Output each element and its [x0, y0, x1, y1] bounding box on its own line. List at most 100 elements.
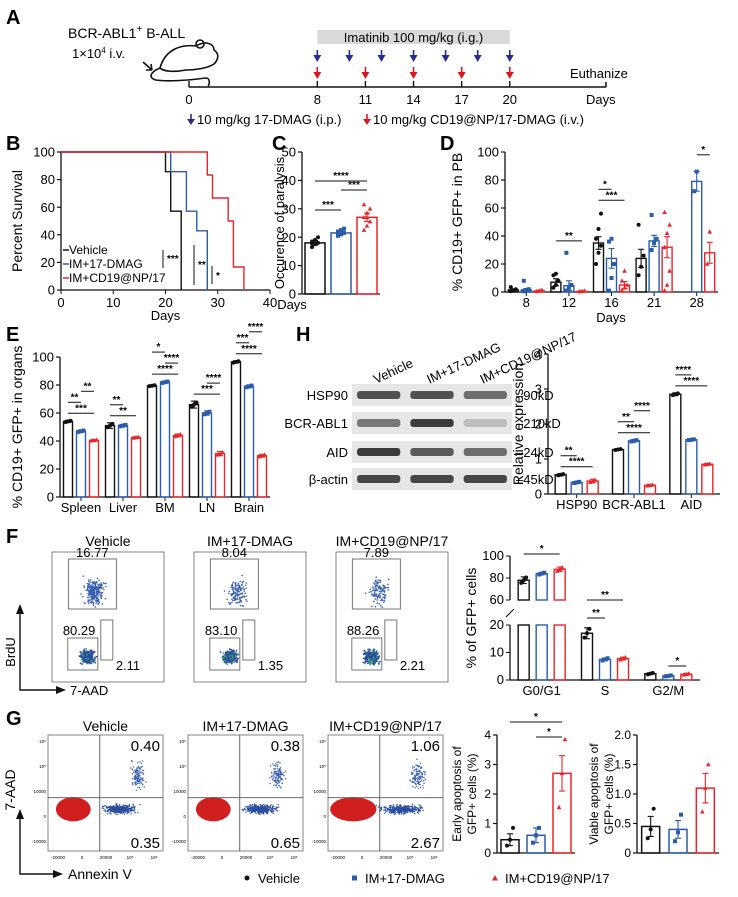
- g-flow-point: [279, 780, 281, 782]
- g-flow-point: [414, 787, 417, 789]
- f-flow-point: [219, 651, 222, 653]
- g-flow-point: [134, 778, 137, 781]
- g-flow-point: [114, 805, 116, 807]
- D-x-tick-label: 28: [689, 295, 703, 310]
- f-flow-point: [230, 586, 232, 589]
- E-bar: [159, 381, 171, 498]
- blot-protein-label: BCR-ABL1: [284, 416, 348, 431]
- g-flow-point: [260, 805, 262, 807]
- g-y-tick-label: 10⁵: [39, 764, 46, 769]
- g-flow-point: [396, 809, 399, 811]
- f-flow-point: [386, 586, 388, 589]
- g-flow-point: [415, 774, 417, 776]
- f-flow-point: [97, 600, 99, 602]
- g-flow-point: [419, 809, 421, 811]
- f-flow-point: [87, 661, 90, 664]
- f-flow-point: [226, 598, 228, 601]
- b-x-tick-label: 30: [211, 295, 225, 310]
- E-data-point: [202, 412, 207, 417]
- f-flow-point: [364, 651, 366, 653]
- f-flow-point: [233, 655, 235, 658]
- f-significance-label: *: [540, 544, 544, 555]
- panel-label-b: B: [6, 133, 20, 155]
- H-x-tick-label: AID: [680, 497, 702, 512]
- f-flow-point: [232, 581, 234, 584]
- f-flow-point: [83, 659, 85, 662]
- f-flow-point: [375, 579, 377, 581]
- g-flow-point: [415, 806, 417, 809]
- g-flow-point: [251, 804, 254, 806]
- f-flow-point: [372, 582, 375, 584]
- f-flow-point: [87, 651, 90, 654]
- f-flow-point: [374, 656, 376, 659]
- E-significance-label: ***: [237, 333, 249, 344]
- g-flow-point: [279, 762, 281, 764]
- f-flow-point: [379, 660, 381, 663]
- f-flow-point: [365, 652, 367, 655]
- f-flow-point: [382, 596, 384, 599]
- g-flow-point: [136, 780, 138, 782]
- G-viable-data-point: [648, 827, 653, 832]
- H-bar: [685, 439, 698, 495]
- d-x-axis-title: Days: [596, 310, 626, 325]
- f-flow-point: [231, 598, 233, 601]
- f-flow-point: [92, 602, 95, 605]
- f-flow-point: [373, 583, 376, 585]
- f-flow-point: [237, 590, 240, 592]
- E-data-point: [152, 383, 157, 388]
- g-flow-point: [255, 804, 257, 806]
- panel-label-f: F: [6, 526, 18, 548]
- timeline-tick-label: 20: [503, 92, 517, 107]
- E-bar: [256, 455, 268, 498]
- f-flow-point: [240, 589, 242, 592]
- g-flow-point: [131, 768, 134, 770]
- b-x-tick-label: 20: [158, 295, 172, 310]
- f-flow-point: [379, 581, 382, 584]
- blot-band: [463, 475, 507, 483]
- g-flow-point: [139, 804, 141, 806]
- f-flow-point: [370, 590, 372, 593]
- f-flow-point: [87, 654, 90, 657]
- g-flow-point: [139, 783, 141, 785]
- C-data-point: [364, 214, 370, 220]
- g-flow-point: [406, 809, 409, 812]
- D-data-point: [609, 236, 614, 241]
- f-flow-point: [240, 597, 242, 599]
- g-flow-point: [413, 781, 415, 784]
- arrow-head: [409, 72, 418, 79]
- g-flow-point: [242, 810, 244, 812]
- E-bar: [172, 434, 184, 498]
- g-flow-point: [141, 766, 143, 768]
- g-flow-point: [409, 806, 411, 808]
- D-data-point: [566, 285, 571, 290]
- timeline-tick-label: 11: [359, 92, 373, 107]
- C-data-point: [310, 241, 314, 246]
- f-flow-point: [88, 585, 91, 588]
- G-viable-data-point: [679, 812, 683, 817]
- b-y-axis-title: Percent Survival: [9, 170, 25, 272]
- arrow-head: [377, 55, 386, 62]
- g-flow-point: [424, 774, 426, 776]
- g-flow-point: [414, 775, 417, 778]
- f-flow-point: [379, 586, 381, 588]
- C-data-point: [336, 230, 340, 235]
- g-flow-point: [420, 806, 423, 809]
- G-early-data-point: [505, 843, 509, 848]
- legend-imcd19-label: IM+CD19@NP/17: [505, 871, 610, 886]
- g-density-contour: [55, 797, 91, 822]
- f-data-point: [582, 635, 587, 640]
- E-significance-label: **: [119, 406, 127, 417]
- f-flow-point: [384, 597, 386, 600]
- f-flow-point: [373, 587, 375, 590]
- G-viable-data-point: [673, 839, 677, 844]
- b-x-axis-title: Days: [151, 308, 181, 323]
- g-flow-point: [128, 804, 131, 806]
- b-x-tick-label: 40: [263, 295, 277, 310]
- G-early-data-point: [534, 833, 538, 838]
- g-flow-point: [110, 805, 112, 807]
- g-flow-point: [401, 811, 403, 813]
- g-flow-point: [128, 807, 130, 810]
- f-flow-point: [375, 582, 377, 584]
- H-bar: [669, 393, 682, 495]
